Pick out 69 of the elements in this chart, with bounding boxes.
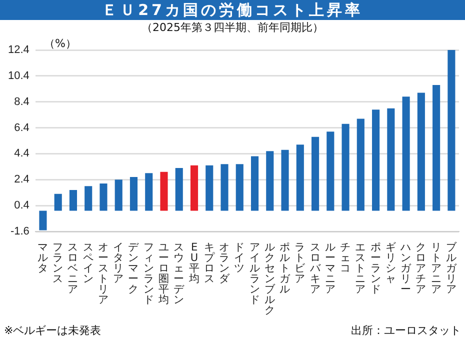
- x-tick-label: リトアニア: [430, 241, 442, 296]
- x-tick-label: ポーランド: [370, 241, 382, 296]
- x-tick-label: ハンガリー: [400, 241, 413, 296]
- bar: [175, 168, 183, 211]
- bar: [130, 177, 138, 211]
- bar: [296, 144, 304, 211]
- x-tick-label: キプロス: [204, 241, 216, 285]
- bar: [236, 164, 244, 211]
- bar: [266, 151, 274, 211]
- x-tick-label: マルタ: [37, 241, 48, 274]
- x-tick-label: ルーマニア: [324, 241, 336, 296]
- bar: [250, 156, 259, 211]
- bar: [114, 180, 122, 211]
- x-tick-label: スペイン: [82, 241, 94, 285]
- x-tick-label: ユーロ圏平均: [158, 241, 170, 306]
- x-tick-label: ギリシャ: [385, 241, 396, 285]
- x-tick-label: ラトビア: [294, 241, 307, 285]
- bar: [417, 92, 425, 211]
- bar: [39, 210, 47, 230]
- bar: [100, 184, 108, 211]
- bar: [372, 110, 380, 211]
- y-tick-label: 6.4: [14, 122, 30, 134]
- chart-title: ＥＵ27カ国の労働コスト上昇率: [0, 0, 465, 20]
- bar: [190, 165, 198, 211]
- x-tick-label: ポルトガル: [280, 241, 292, 296]
- x-tick-label: ブルガリア: [446, 240, 458, 296]
- x-tick-label: エストニア: [355, 241, 366, 296]
- text: 出所：ユーロスタット: [351, 323, 461, 338]
- chart-subtitle: （2025年第３四半期、前年同期比）: [140, 20, 324, 36]
- x-tick-label: フランス: [52, 241, 64, 285]
- y-tick-label: 4.4: [14, 148, 30, 160]
- x-tick-label: ドイツ: [234, 241, 246, 274]
- bar: [448, 50, 456, 211]
- bar: [281, 150, 289, 211]
- bar: [432, 85, 440, 211]
- x-tick-label: イタリア: [113, 241, 124, 285]
- x-tick-label: デンマーク: [128, 241, 140, 296]
- y-tick-label: 12.4: [8, 44, 30, 56]
- y-tick-label: 0.4: [14, 200, 30, 212]
- text: ※ベルギーは未発表: [4, 323, 102, 338]
- x-tick-label: チェコ: [340, 241, 352, 274]
- bar: [387, 108, 395, 211]
- bar: [342, 124, 350, 211]
- bar: [160, 172, 168, 211]
- x-tick-label: クロアチア: [416, 241, 427, 296]
- y-axis-title: （%）: [44, 36, 76, 51]
- y-tick-label: -1.6: [10, 226, 30, 238]
- x-tick-label: スウェーデン: [174, 241, 186, 306]
- x-tick-label: EU平均: [188, 241, 200, 285]
- bar: [220, 164, 228, 211]
- x-tick-label: アイルランド: [249, 241, 260, 306]
- bar: [54, 194, 62, 211]
- x-tick-label: フィンランド: [143, 241, 154, 306]
- y-tick-label: 10.4: [8, 70, 30, 82]
- x-tick-label: スロベニア: [68, 241, 79, 296]
- bar: [312, 136, 320, 211]
- bar: [326, 132, 334, 211]
- bar: [145, 173, 153, 211]
- y-tick-label: 8.4: [14, 96, 30, 108]
- x-tick-label: スロバキア: [308, 241, 322, 296]
- bar: [84, 186, 92, 211]
- y-tick-label: 2.4: [14, 174, 30, 186]
- x-tick-label: オーストリア: [98, 241, 109, 306]
- x-tick-label: ルクセンブルク: [264, 241, 276, 316]
- x-tick-label: オランダ: [219, 241, 232, 285]
- bar: [69, 190, 78, 211]
- bar: [356, 118, 364, 211]
- bar: [402, 96, 410, 211]
- bar: [206, 165, 214, 211]
